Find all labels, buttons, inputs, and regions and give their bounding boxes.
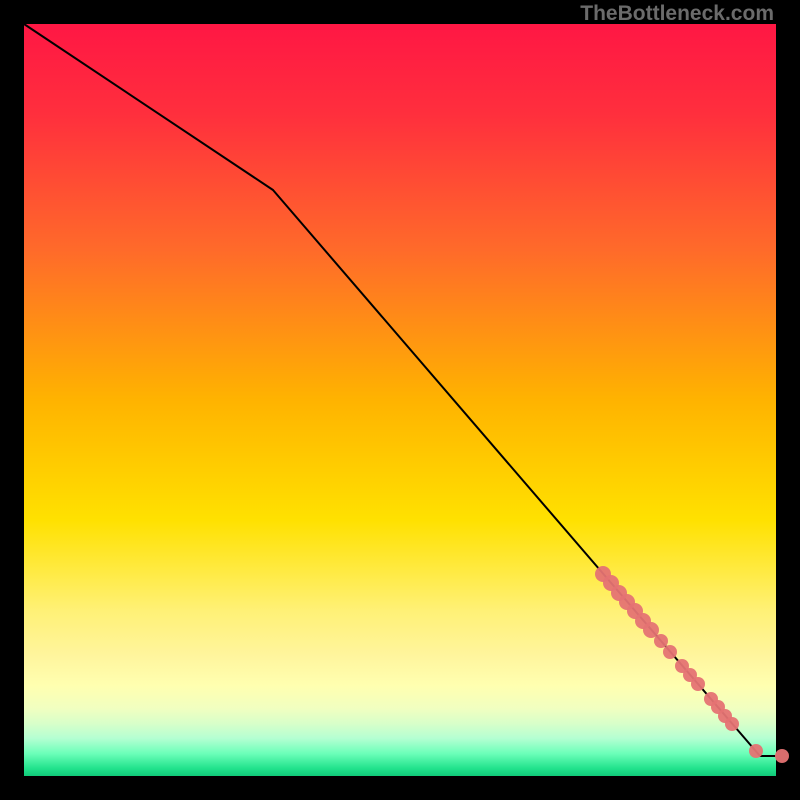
data-marker [725, 717, 739, 731]
data-marker [749, 744, 763, 758]
data-marker [654, 634, 668, 648]
data-marker [775, 749, 789, 763]
data-marker [663, 645, 677, 659]
data-marker [691, 677, 705, 691]
chart-stage: TheBottleneck.com [0, 0, 800, 800]
chart-svg [0, 0, 800, 800]
plot-background [24, 24, 776, 776]
